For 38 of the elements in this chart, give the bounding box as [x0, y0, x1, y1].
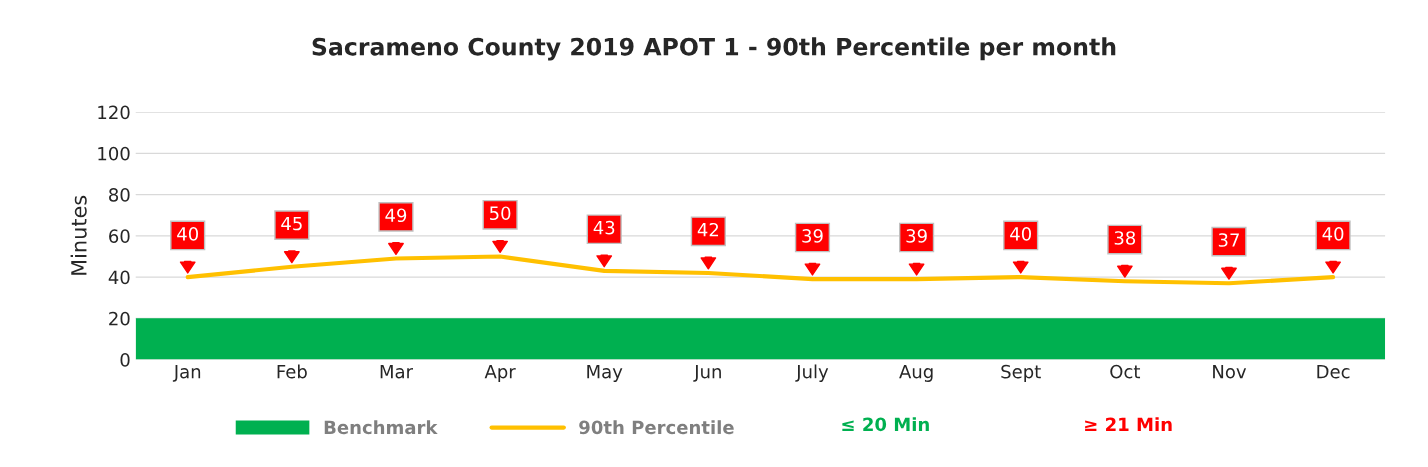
x-tick-label: Apr: [484, 365, 516, 382]
data-label: 38: [1114, 231, 1136, 245]
data-label: 43: [593, 220, 615, 235]
x-tick-label: July: [795, 364, 829, 382]
x-tick-label: Aug: [899, 365, 933, 382]
y-tick-label: 120: [98, 105, 130, 120]
x-tick-label: Dec: [1317, 365, 1350, 379]
x-tick-label: Jun: [693, 365, 721, 382]
x-tick-label: Oct: [1110, 364, 1141, 379]
y-tick-label: 60: [109, 229, 130, 243]
data-label: 49: [385, 208, 407, 223]
data-label: 42: [697, 222, 719, 237]
text: ≥ 21 Min: [1085, 417, 1172, 431]
x-tick-label: Mar: [380, 365, 413, 379]
x-tick-label: Jan: [172, 365, 201, 382]
data-label: 50: [490, 206, 511, 221]
legend-label: Benchmark: [324, 420, 438, 435]
y-tick-label: 100: [98, 146, 130, 161]
data-label: 39: [802, 229, 823, 243]
y-tick-label: 40: [108, 270, 130, 285]
line-series: [185, 254, 1336, 286]
data-label: 40: [1322, 227, 1344, 241]
x-tick-label: May: [587, 365, 623, 382]
y-tick-label: 80: [109, 188, 130, 202]
data-label: 40: [177, 227, 199, 241]
text: ≤ 20 Min: [842, 417, 929, 432]
y-tick-label: 0: [120, 353, 130, 367]
chart-title: Sacrameno County 2019 APOT 1 - 90th Percentile per month: [312, 37, 1116, 61]
legend-label: 90th Percentile: [579, 420, 734, 435]
x-tick-label: Sept: [1001, 364, 1041, 382]
data-label: 37: [1218, 233, 1239, 247]
x-tick-label: Nov: [1213, 365, 1247, 379]
data-label: 39: [906, 229, 927, 243]
x-tick-label: Feb: [277, 364, 307, 379]
y-axis-title: Minutes: [70, 195, 87, 275]
data-label: 40: [1010, 227, 1032, 241]
data-label: 45: [281, 216, 302, 231]
y-tick-label: 20: [109, 311, 130, 326]
